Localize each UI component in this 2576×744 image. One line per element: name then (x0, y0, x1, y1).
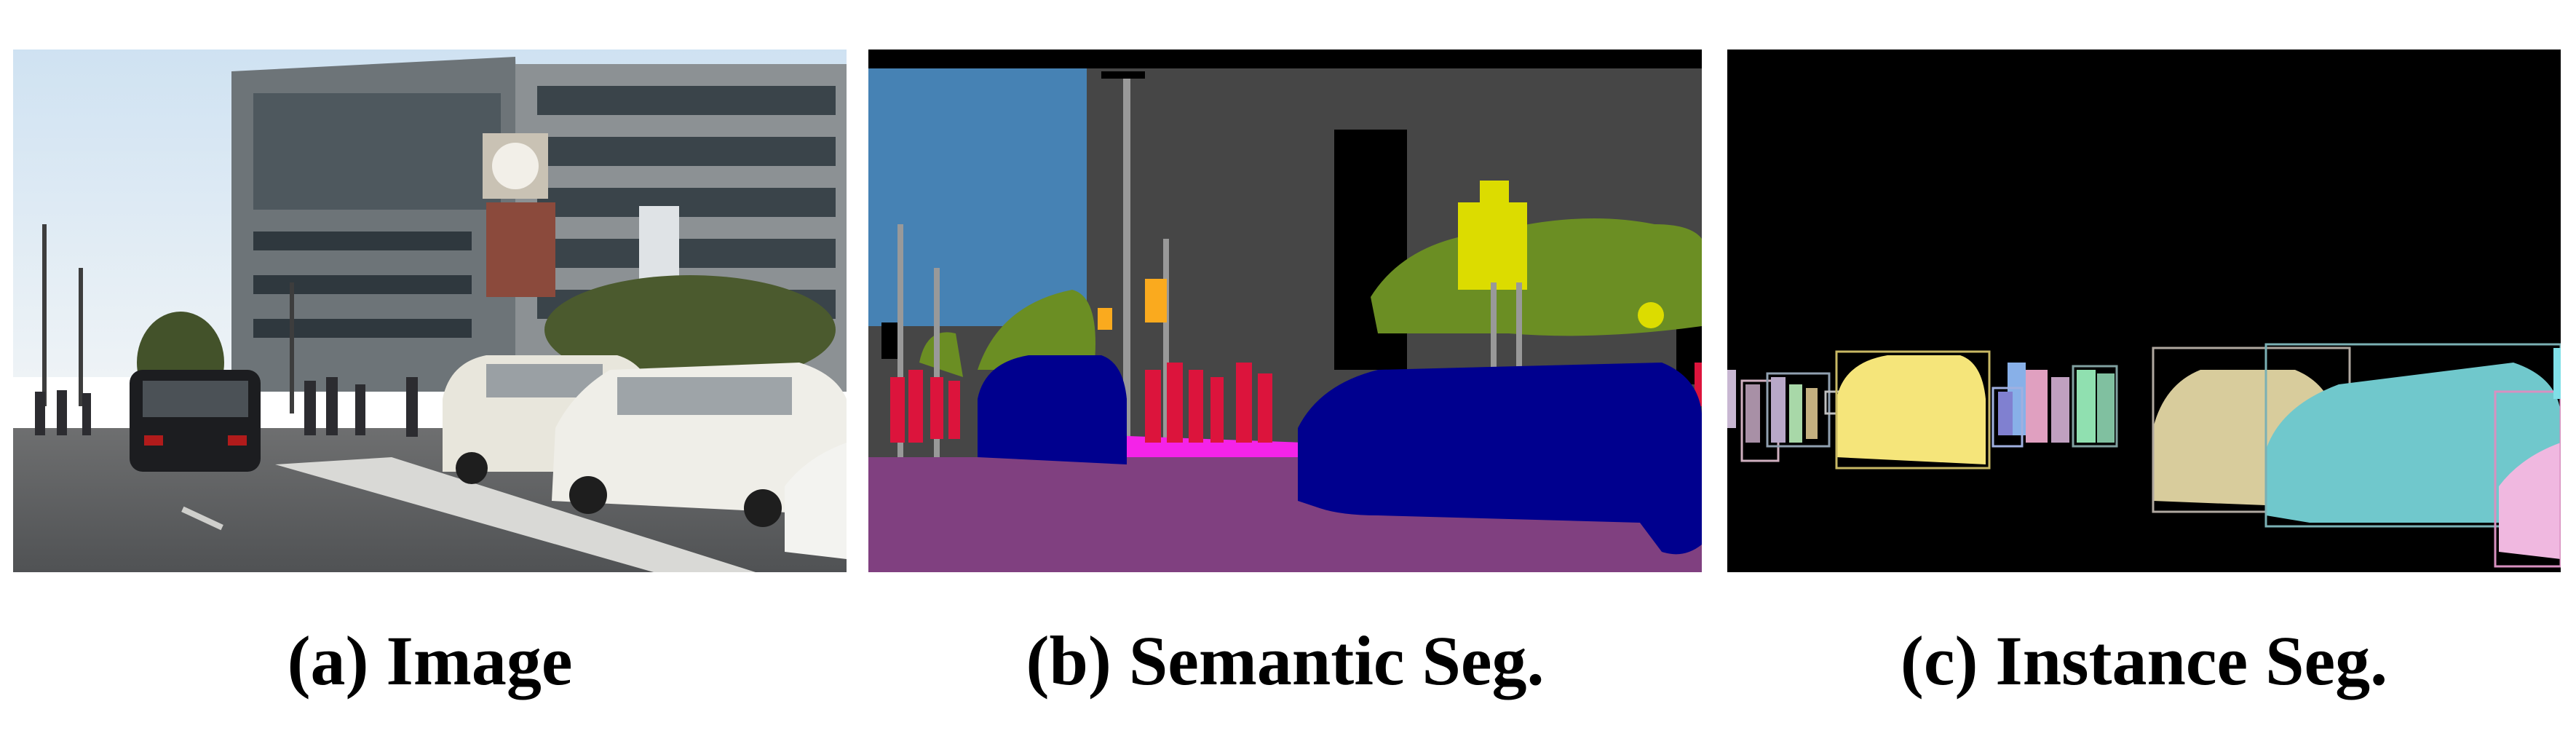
seg-sky (868, 50, 1087, 326)
seg-car-1 (978, 355, 1127, 464)
instance-car-1 (1836, 355, 1986, 464)
caption-instance-seg: (c) Instance Seg. (1900, 622, 2388, 700)
car-right-edge (785, 443, 847, 559)
caption-semantic-seg: (b) Semantic Seg. (1026, 622, 1545, 700)
seg-traffic-light (1145, 279, 1167, 322)
seg-car-2 (1298, 363, 1702, 555)
seg-pole (1123, 79, 1130, 457)
street-photo (13, 50, 847, 572)
instance-segmentation (1727, 50, 2561, 572)
caption-image: (a) Image (287, 622, 573, 700)
seg-persons (890, 363, 1702, 443)
instance-car-4 (2499, 443, 2561, 559)
seg-vegetation (1371, 218, 1702, 336)
instance-car-3 (2266, 363, 2561, 555)
semantic-segmentation (868, 50, 1702, 572)
instance-person (1727, 370, 1736, 428)
seg-traffic-sign (1458, 202, 1527, 290)
